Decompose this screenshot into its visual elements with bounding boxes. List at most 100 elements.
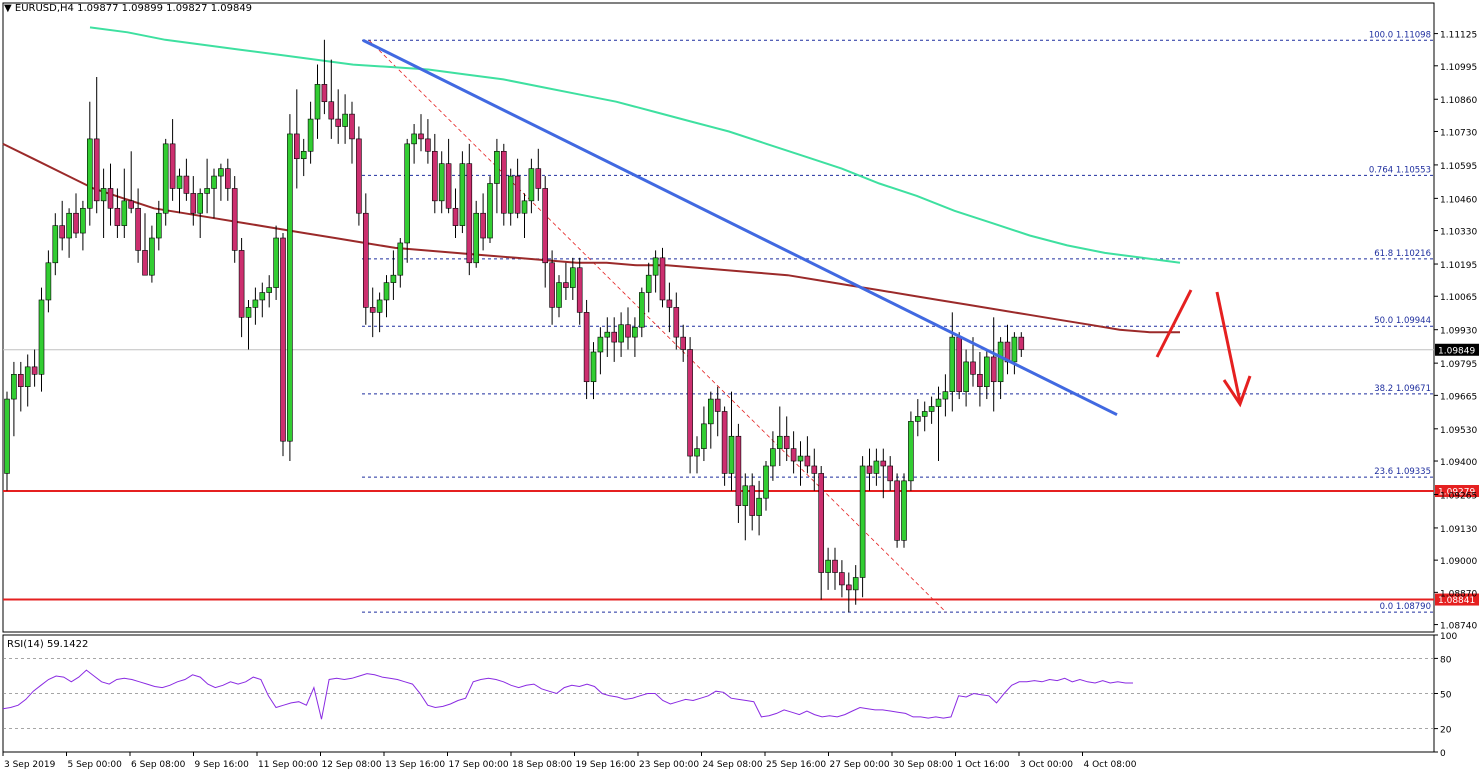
candle-body xyxy=(487,183,493,239)
candle-body xyxy=(770,448,776,467)
candle-body xyxy=(590,351,597,383)
candle-body xyxy=(80,207,86,234)
price-axis: 1.11125 1.10995 1.10860 1.10730 1.10595 1.104… xyxy=(1434,31,1477,632)
fib-level-label: 50.0 1.09944 xyxy=(1374,316,1431,326)
candle-body xyxy=(563,282,569,288)
fib-level-label: 23.6 1.09335 xyxy=(1374,467,1431,477)
candle-body xyxy=(714,398,721,412)
candle-body xyxy=(314,84,321,120)
price-tick-label: 1.10460 xyxy=(1440,195,1477,205)
candle-body xyxy=(321,84,328,103)
candle-body xyxy=(342,113,348,127)
time-tick-label: 24 Sep 08:00 xyxy=(703,760,763,770)
price-tick-label: 1.09665 xyxy=(1440,392,1477,402)
candle-body xyxy=(528,168,535,202)
candle-body xyxy=(569,267,576,288)
candle-body xyxy=(797,455,804,462)
current-price-label: 1.09849 xyxy=(1438,346,1475,356)
candle-body xyxy=(583,312,590,383)
support-price-label: 1.09279 xyxy=(1438,488,1475,498)
forecast-down-arrow xyxy=(1215,291,1242,403)
candle-body xyxy=(763,465,769,499)
candle-body xyxy=(866,465,873,474)
price-tick-label: 1.08740 xyxy=(1440,622,1477,632)
candle-body xyxy=(204,188,210,194)
candle-body xyxy=(349,113,355,140)
candle-body xyxy=(680,336,687,350)
candle-body xyxy=(266,287,273,293)
candle-body xyxy=(59,225,66,239)
candle-body xyxy=(438,163,445,202)
candle-body xyxy=(218,168,224,177)
candle-body xyxy=(45,262,52,301)
time-tick-label: 18 Sep 08:00 xyxy=(512,760,572,770)
candle-body xyxy=(576,267,583,313)
trendline-layer[interactable] xyxy=(362,38,1118,417)
candle-body xyxy=(542,188,549,264)
candle-body xyxy=(645,274,652,293)
rsi-tick-label: 80 xyxy=(1440,655,1452,665)
candle-body xyxy=(942,391,949,400)
candle-body xyxy=(997,341,1004,383)
fib-level-label: 100.0 1.11098 xyxy=(1369,30,1431,40)
candle-body xyxy=(252,299,259,308)
fib-level-label: 0.764 1.10553 xyxy=(1369,165,1431,175)
candle-body xyxy=(852,577,859,591)
candle-body xyxy=(411,133,417,145)
price-tick-label: 1.10195 xyxy=(1440,261,1477,271)
candle-body xyxy=(666,299,673,308)
candle-body xyxy=(549,262,555,308)
candle-body xyxy=(742,485,749,506)
time-tick-label: 1 Oct 16:00 xyxy=(957,760,1010,770)
candle-body xyxy=(149,237,155,276)
candle-body xyxy=(162,143,169,214)
candle-body xyxy=(38,299,45,375)
symbol-dropdown-icon[interactable]: ▼ xyxy=(4,3,12,14)
candle-body xyxy=(880,460,887,467)
moving-averages xyxy=(2,26,1181,334)
rsi-tick-label: 100 xyxy=(1440,632,1457,642)
candle-body xyxy=(990,356,997,383)
candle-body xyxy=(369,307,376,313)
support-price-tag xyxy=(1435,593,1479,606)
fib-diagonal xyxy=(368,39,947,613)
ema-red-line xyxy=(2,143,1180,334)
time-tick-label: 25 Sep 16:00 xyxy=(766,760,826,770)
candle-body xyxy=(142,250,148,276)
candle-body xyxy=(701,423,707,449)
candle-body xyxy=(300,150,307,160)
candle-body xyxy=(728,435,735,474)
candle-body xyxy=(480,212,486,239)
candle-body xyxy=(825,559,831,573)
price-tick-label: 1.09265 xyxy=(1440,491,1477,501)
support-price-tag xyxy=(1435,485,1479,498)
candle-body xyxy=(404,143,411,244)
candle-body xyxy=(183,175,190,194)
candle-body xyxy=(211,175,217,189)
candle-body xyxy=(535,168,542,189)
price-tick-label: 1.08870 xyxy=(1440,589,1477,599)
rsi-tick-label: 20 xyxy=(1440,726,1452,736)
candle-body xyxy=(197,193,203,214)
candle-body xyxy=(287,133,293,442)
candle-body xyxy=(24,366,31,387)
candle-body xyxy=(121,200,128,226)
candle-body xyxy=(397,242,404,276)
ohlc-readout: 1.09877 1.09899 1.09827 1.09849 xyxy=(77,3,253,14)
candle-body xyxy=(659,257,666,301)
symbol-label: EURUSD,H4 xyxy=(14,3,74,14)
candle-body xyxy=(87,138,93,209)
candle-body xyxy=(259,292,266,301)
candle-body xyxy=(749,485,756,516)
candle-body xyxy=(790,448,797,462)
candle-body xyxy=(935,398,942,407)
candle-body xyxy=(362,212,369,308)
candle-body xyxy=(625,324,631,338)
candle-body xyxy=(473,212,480,264)
candle-body xyxy=(514,175,521,214)
candle-body xyxy=(707,398,714,425)
candle-body xyxy=(963,361,969,392)
candle-body xyxy=(673,307,680,338)
candle-body xyxy=(694,448,700,457)
